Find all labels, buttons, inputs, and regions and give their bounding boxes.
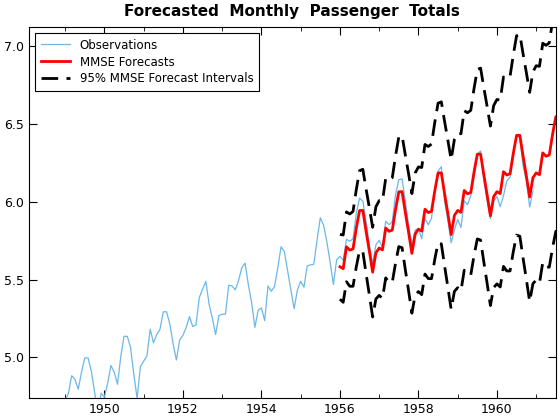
- 95% MMSE Forecast Intervals: [487, 123, 494, 129]
- MMSE Forecasts: [418, 228, 425, 234]
- MMSE Forecasts: [337, 264, 343, 269]
- 95% MMSE Forecast Intervals: [471, 86, 478, 91]
- 95% MMSE Forecast Intervals: [372, 204, 379, 209]
- MMSE Forecasts: [372, 250, 379, 255]
- MMSE Forecasts: [471, 169, 478, 174]
- MMSE Forecasts: [497, 191, 503, 196]
- MMSE Forecasts: [369, 270, 376, 275]
- 95% MMSE Forecast Intervals: [553, 0, 559, 5]
- Observations: [513, 132, 520, 137]
- Title: Forecasted  Monthly  Passenger  Totals: Forecasted Monthly Passenger Totals: [124, 4, 460, 19]
- MMSE Forecasts: [556, 114, 560, 119]
- 95% MMSE Forecast Intervals: [340, 233, 347, 238]
- Observations: [399, 176, 405, 181]
- Observations: [62, 399, 68, 404]
- Observations: [530, 189, 536, 194]
- MMSE Forecasts: [553, 114, 559, 119]
- MMSE Forecasts: [487, 213, 494, 218]
- 95% MMSE Forecast Intervals: [337, 232, 343, 237]
- 95% MMSE Forecast Intervals: [556, 0, 560, 3]
- Observations: [209, 316, 216, 321]
- 95% MMSE Forecast Intervals: [497, 97, 503, 102]
- Observations: [134, 396, 141, 401]
- 95% MMSE Forecast Intervals: [418, 165, 425, 170]
- Observations: [98, 391, 105, 396]
- Line: 95% MMSE Forecast Intervals: 95% MMSE Forecast Intervals: [340, 1, 560, 235]
- Observations: [95, 410, 101, 415]
- Line: Observations: Observations: [65, 134, 533, 413]
- Line: MMSE Forecasts: MMSE Forecasts: [340, 116, 560, 272]
- Observations: [448, 240, 455, 245]
- Observations: [441, 199, 448, 204]
- Legend: Observations, MMSE Forecasts, 95% MMSE Forecast Intervals: Observations, MMSE Forecasts, 95% MMSE F…: [35, 33, 259, 91]
